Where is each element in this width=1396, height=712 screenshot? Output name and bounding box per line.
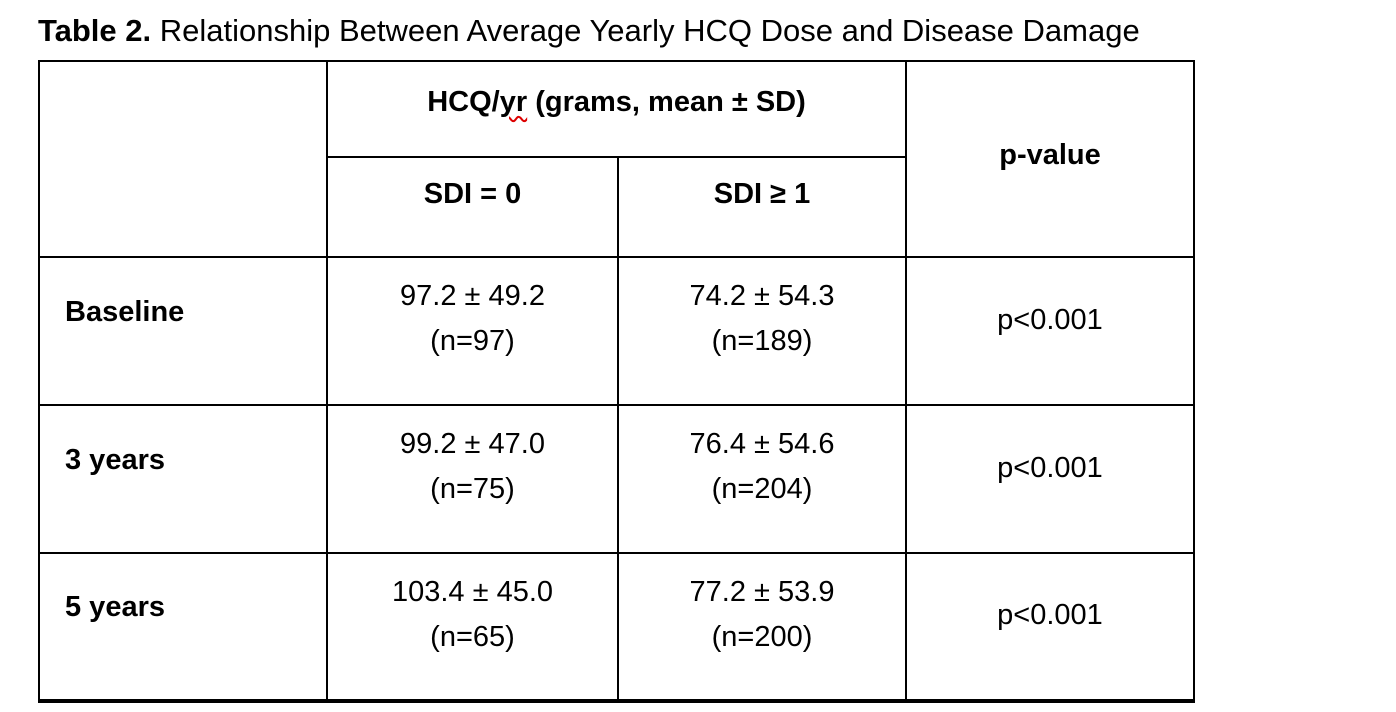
mean-value: 76.4 ± 54.6 xyxy=(689,428,835,460)
header-cell-hcq-group: HCQ/yr (grams, mean ± SD) xyxy=(326,60,907,158)
n-count: (n=200) xyxy=(711,620,813,653)
n-count: (n=97) xyxy=(430,325,515,357)
mean-value: 74.2 ± 54.3 xyxy=(689,280,835,312)
table-caption: Table 2. Relationship Between Average Ye… xyxy=(38,11,1396,51)
hcq-group-label-pre: HCQ/ xyxy=(427,85,500,118)
mean-value: 99.2 ± 47.0 xyxy=(400,428,545,460)
table-row-5years: 5 years 103.4 ± 45.0 (n=65) 77.2 ± 53.9 … xyxy=(38,552,1195,702)
n-count: (n=65) xyxy=(430,620,515,653)
mean-value: 103.4 ± 45.0 xyxy=(391,575,554,608)
cell-sdi0: 103.4 ± 45.0 (n=65) xyxy=(326,552,619,702)
table-caption-text: Relationship Between Average Yearly HCQ … xyxy=(151,13,1140,48)
hcq-dose-table: HCQ/yr (grams, mean ± SD) p-value SDI = … xyxy=(38,60,1195,703)
cell-sdi1: 74.2 ± 54.3 (n=189) xyxy=(617,256,907,406)
n-count: (n=189) xyxy=(711,325,813,357)
mean-value: 97.2 ± 49.2 xyxy=(400,280,545,312)
cell-pvalue: p<0.001 xyxy=(905,256,1195,406)
misspelled-word-squiggle: yr xyxy=(499,85,528,118)
header-row-sub: SDI = 0 SDI ≥ 1 xyxy=(39,156,1194,258)
hcq-group-label-post: (grams, mean ± SD) xyxy=(527,85,806,118)
cell-sdi1: 77.2 ± 53.9 (n=200) xyxy=(617,552,907,702)
cell-pvalue: p<0.001 xyxy=(905,404,1195,554)
row-label: 5 years xyxy=(38,552,328,702)
table-row-baseline: Baseline 97.2 ± 49.2 (n=97) 74.2 ± 54.3 … xyxy=(38,256,1195,406)
header-cell-pvalue: p-value xyxy=(905,60,1195,258)
n-count: (n=204) xyxy=(711,473,813,505)
cell-sdi0: 99.2 ± 47.0 (n=75) xyxy=(326,404,619,554)
row-label: 3 years xyxy=(38,404,328,554)
header-cell-sdi0: SDI = 0 xyxy=(326,156,619,258)
mean-value: 77.2 ± 53.9 xyxy=(689,575,835,608)
table-row-3years: 3 years 99.2 ± 47.0 (n=75) 76.4 ± 54.6 (… xyxy=(38,404,1195,554)
n-count: (n=75) xyxy=(430,473,515,505)
row-label: Baseline xyxy=(38,256,328,406)
cell-sdi1: 76.4 ± 54.6 (n=204) xyxy=(617,404,907,554)
table-caption-number: Table 2. xyxy=(38,13,152,48)
header-row-group: HCQ/yr (grams, mean ± SD) p-value xyxy=(38,60,1195,258)
cell-pvalue: p<0.001 xyxy=(905,552,1195,702)
cell-sdi0: 97.2 ± 49.2 (n=97) xyxy=(326,256,619,406)
header-cell-empty xyxy=(38,60,328,258)
header-cell-sdi1: SDI ≥ 1 xyxy=(617,156,907,258)
